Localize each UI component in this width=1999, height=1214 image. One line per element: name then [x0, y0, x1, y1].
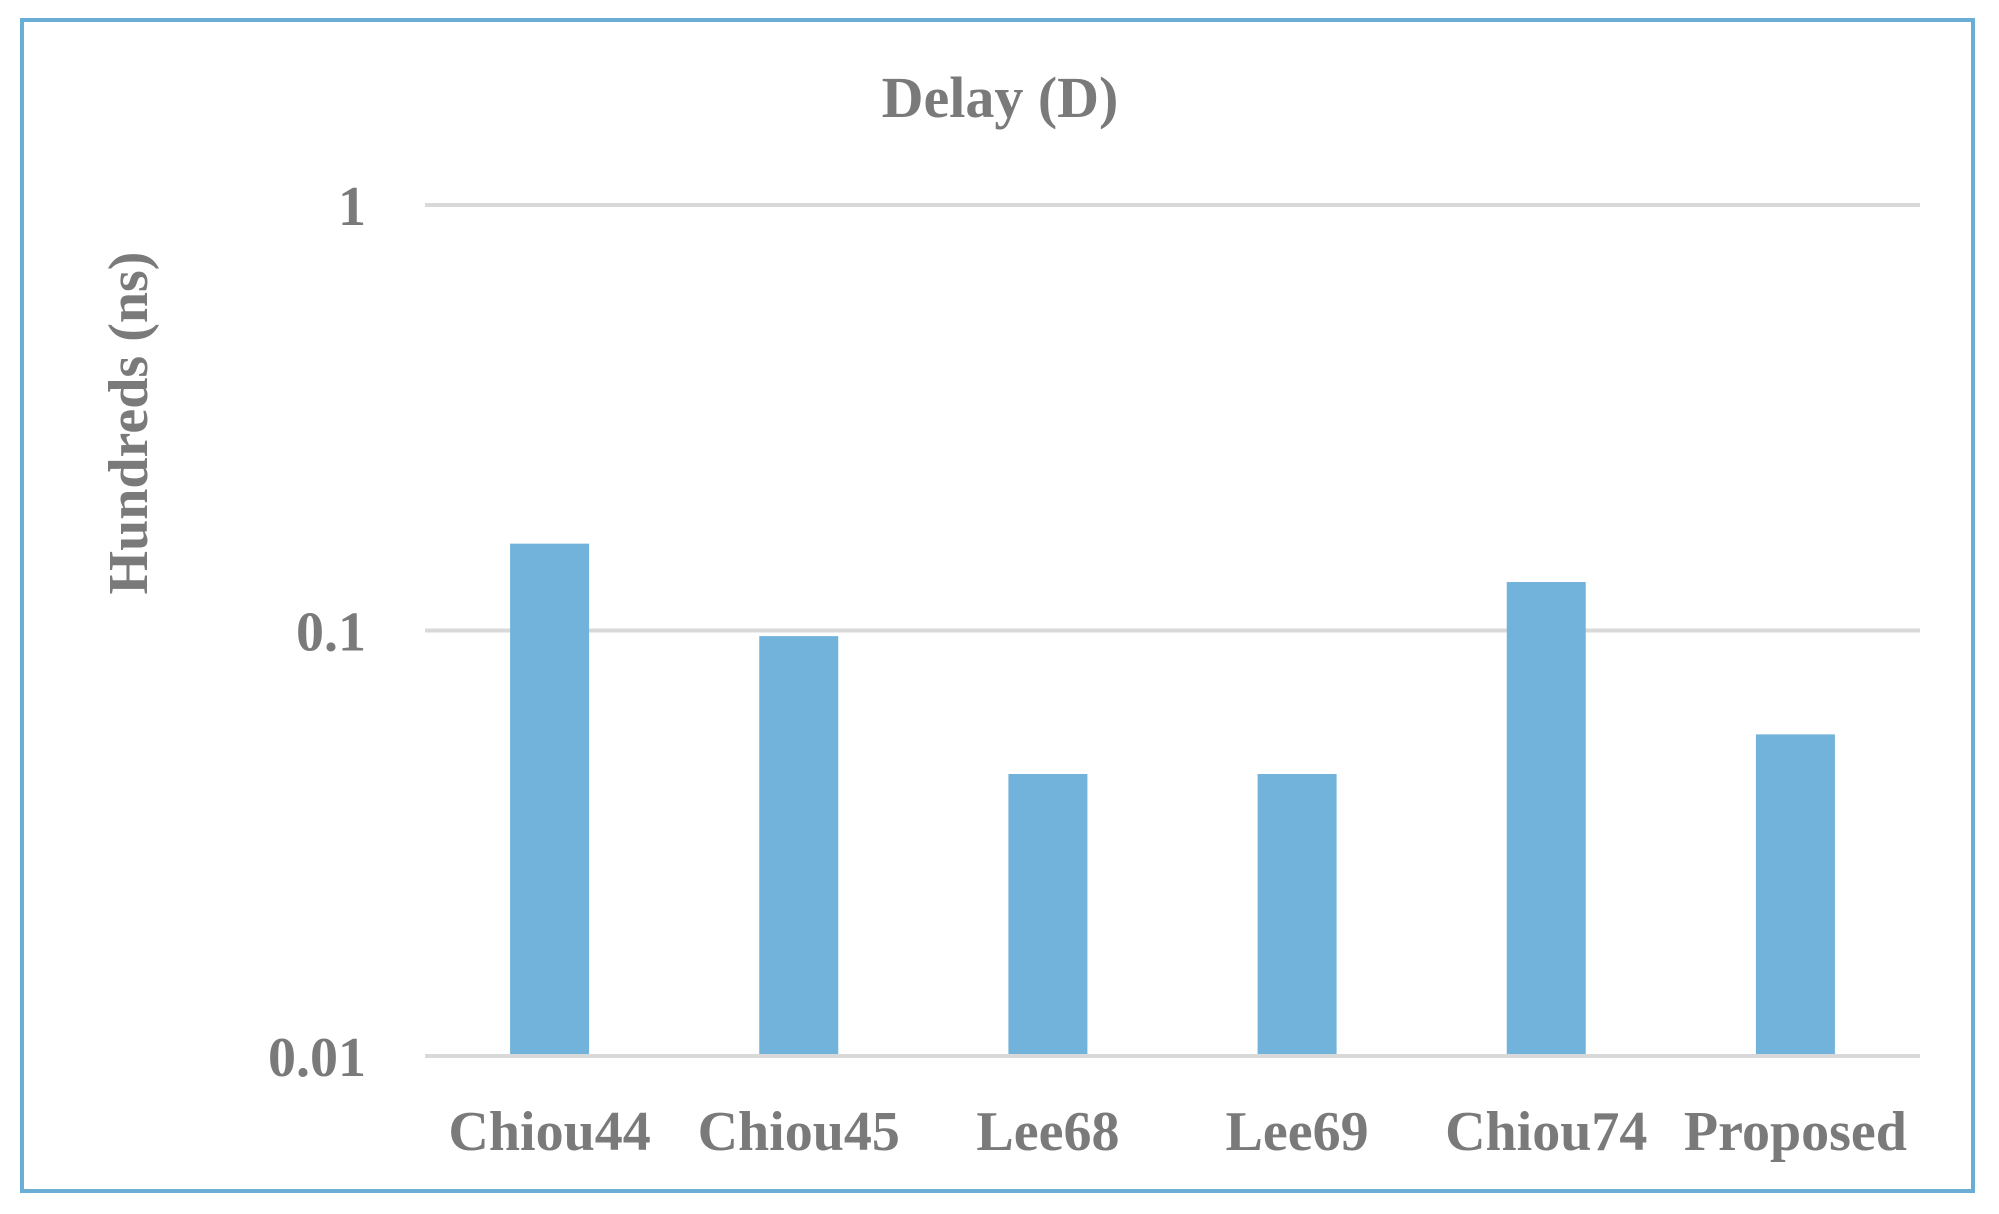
y-tick-label: 0.01 [268, 1027, 366, 1089]
bar-lee68 [1008, 773, 1088, 1056]
x-tick-label: Lee69 [1226, 1101, 1369, 1163]
bar-chiou45 [759, 636, 839, 1056]
x-tick-label: Lee68 [976, 1101, 1119, 1163]
bar-proposed [1755, 734, 1835, 1056]
y-tick-labels: 0.01 0.1 1 [268, 176, 366, 1089]
y-tick-label: 1 [338, 176, 366, 238]
bar-chiou44 [510, 543, 590, 1056]
gridlines [425, 203, 1920, 1058]
chart-title: Delay (D) [882, 65, 1119, 130]
y-tick-label: 0.1 [296, 602, 366, 664]
x-tick-label: Chiou45 [698, 1101, 900, 1163]
x-tick-label: Chiou44 [448, 1101, 650, 1163]
x-tick-label: Chiou74 [1445, 1101, 1647, 1163]
bar-chiou74 [1506, 582, 1586, 1056]
bar-lee69 [1257, 773, 1337, 1056]
y-axis-label: Hundreds (ns) [98, 252, 160, 595]
x-tick-label: Proposed [1684, 1101, 1907, 1163]
bars [425, 543, 1920, 1058]
chart-frame [20, 18, 1975, 1193]
x-tick-labels: Chiou44 Chiou45 Lee68 Lee69 Chiou74 Proposed [448, 1101, 1906, 1163]
